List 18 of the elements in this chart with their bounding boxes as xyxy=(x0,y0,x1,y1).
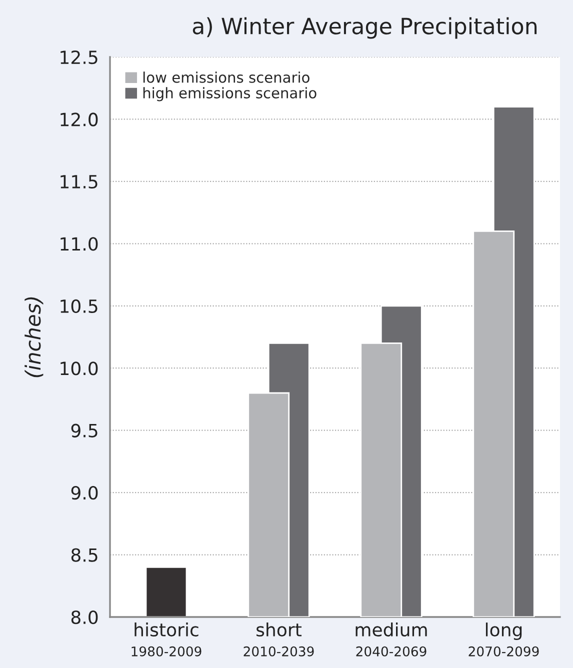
y-tick-label: 8.5 xyxy=(71,548,98,562)
x-tick-label: medium 2040-2069 xyxy=(356,622,427,656)
y-tick-label: 11.5 xyxy=(60,175,98,189)
chart-title: a) Winter Average Precipitation xyxy=(192,17,537,39)
x-tick-label: long 2070-2099 xyxy=(468,622,539,656)
y-tick-label: 8.0 xyxy=(71,610,98,624)
y-tick-label: 11.0 xyxy=(60,237,98,251)
x-tick-label: historic 1980-2009 xyxy=(132,622,202,656)
y-tick-label: 9.5 xyxy=(71,424,98,438)
y-axis-title: (inches) xyxy=(24,297,44,378)
legend-label: low emissions scenario xyxy=(143,72,310,83)
y-tick-label: 10.5 xyxy=(60,299,98,314)
x-tick-label: short 2010-2039 xyxy=(244,622,314,656)
y-tick-label: 12.5 xyxy=(60,50,98,64)
y-tick-label: 10.0 xyxy=(60,362,98,376)
legend-label: high emissions scenario xyxy=(143,87,316,102)
y-tick-label: 9.0 xyxy=(71,486,98,500)
y-tick-label: 12.0 xyxy=(60,112,98,126)
